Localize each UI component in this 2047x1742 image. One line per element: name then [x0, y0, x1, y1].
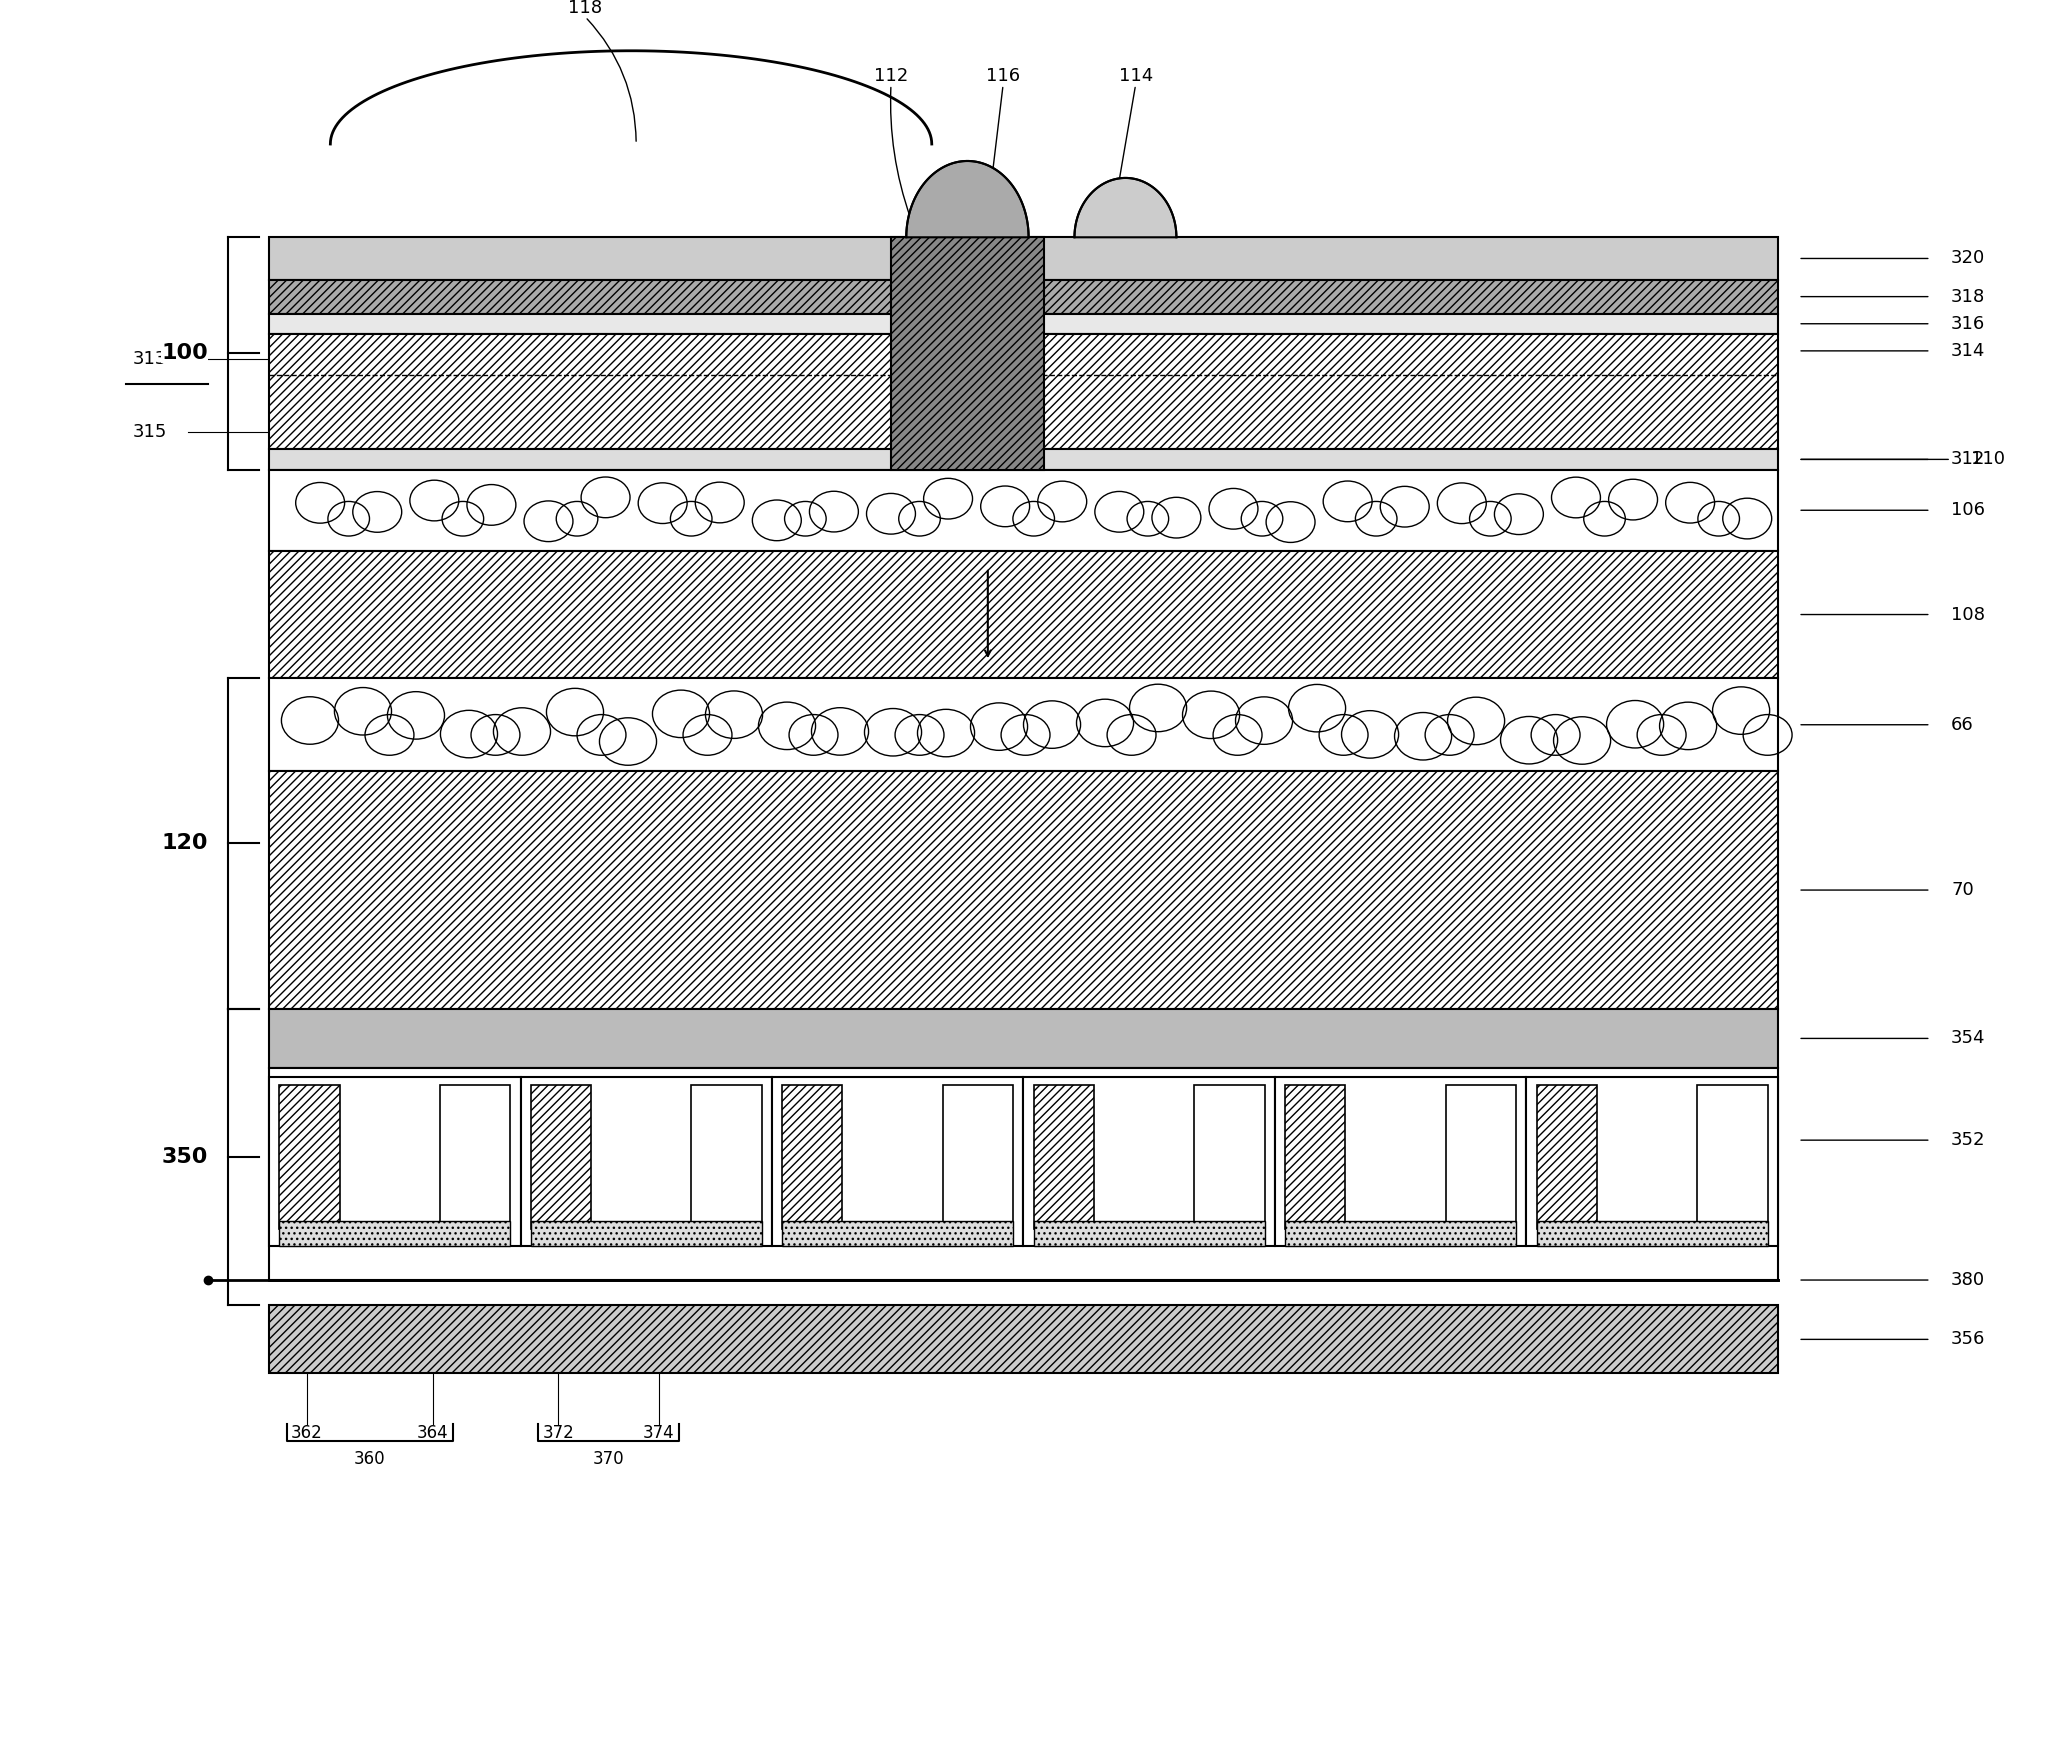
Bar: [1286, 1085, 1345, 1230]
Bar: [890, 237, 1044, 470]
Bar: [1697, 1085, 1769, 1230]
Bar: [1286, 1221, 1517, 1246]
Bar: [1275, 1077, 1527, 1246]
Text: 66: 66: [1951, 716, 1973, 733]
Bar: [270, 237, 1777, 280]
Bar: [270, 678, 1777, 772]
Bar: [1527, 1077, 1777, 1246]
Text: 114: 114: [1118, 66, 1152, 85]
Text: 370: 370: [594, 1449, 624, 1467]
Bar: [278, 1221, 510, 1246]
Text: 315: 315: [133, 423, 168, 441]
Bar: [772, 1077, 1024, 1246]
Bar: [270, 334, 1777, 449]
Bar: [270, 470, 1777, 550]
Bar: [1034, 1085, 1093, 1230]
Bar: [520, 1077, 772, 1246]
Text: 106: 106: [1951, 502, 1986, 519]
Bar: [440, 1085, 510, 1230]
Text: 316: 316: [1951, 315, 1986, 333]
Bar: [782, 1085, 843, 1230]
Text: 318: 318: [1951, 287, 1986, 305]
Text: 350: 350: [162, 1148, 209, 1167]
Text: 352: 352: [1951, 1131, 1986, 1150]
Text: 312: 312: [1951, 451, 1986, 469]
Bar: [782, 1221, 1013, 1246]
Bar: [1034, 1221, 1265, 1246]
Text: 313: 313: [133, 350, 168, 368]
Bar: [270, 1077, 520, 1246]
Bar: [278, 1085, 340, 1230]
Bar: [270, 772, 1777, 1009]
Bar: [1193, 1085, 1265, 1230]
Text: 360: 360: [354, 1449, 385, 1467]
Bar: [530, 1221, 761, 1246]
Bar: [1537, 1085, 1597, 1230]
Bar: [530, 1085, 592, 1230]
Text: 120: 120: [162, 833, 209, 854]
Bar: [270, 314, 1777, 334]
Bar: [944, 1085, 1013, 1230]
Polygon shape: [907, 160, 1028, 237]
Text: 108: 108: [1951, 606, 1986, 624]
Text: 100: 100: [162, 343, 209, 364]
Text: 116: 116: [987, 66, 1019, 85]
Bar: [1537, 1221, 1769, 1246]
Text: 320: 320: [1951, 249, 1986, 268]
Text: 112: 112: [874, 66, 909, 85]
Bar: [1024, 1077, 1275, 1246]
Bar: [270, 1009, 1777, 1068]
Text: 70: 70: [1951, 881, 1973, 899]
Text: 362: 362: [291, 1425, 323, 1442]
Bar: [270, 449, 1777, 470]
Bar: [1445, 1085, 1517, 1230]
Text: 364: 364: [418, 1425, 448, 1442]
Bar: [270, 1305, 1777, 1373]
Text: 356: 356: [1951, 1331, 1986, 1348]
Bar: [270, 550, 1777, 678]
Polygon shape: [1075, 178, 1177, 237]
Text: 374: 374: [643, 1425, 676, 1442]
Bar: [692, 1085, 761, 1230]
Text: 118: 118: [569, 0, 602, 17]
Text: 354: 354: [1951, 1030, 1986, 1047]
Text: 380: 380: [1951, 1272, 1986, 1289]
Text: 372: 372: [542, 1425, 575, 1442]
Text: 314: 314: [1951, 341, 1986, 361]
Text: 100: 100: [162, 343, 209, 364]
Text: 110: 110: [1971, 451, 2006, 469]
Bar: [270, 280, 1777, 314]
Bar: [270, 1068, 1777, 1280]
